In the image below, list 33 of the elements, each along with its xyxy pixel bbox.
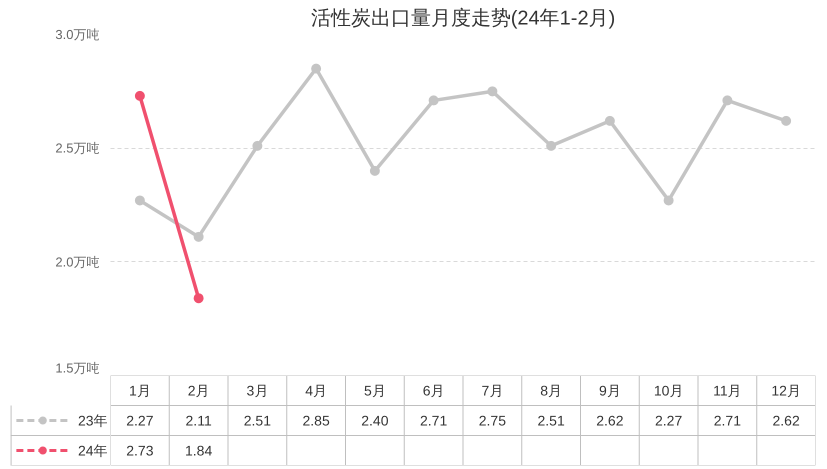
data-label: 2.62: [772, 412, 800, 428]
data-label: 2.75: [478, 412, 506, 428]
legend-label: 24年: [78, 442, 108, 458]
x-tick-label: 2月: [188, 382, 210, 398]
data-label: 2.11: [186, 412, 212, 428]
x-tick-label: 11月: [713, 382, 742, 398]
data-label: 2.73: [126, 442, 154, 458]
data-label: 2.27: [655, 412, 682, 428]
data-label: 2.85: [302, 412, 330, 428]
x-tick-label: 9月: [598, 382, 621, 398]
chart-title: 活性炭出口量月度走势(24年1-2月): [310, 8, 616, 30]
x-tick-label: 10月: [654, 382, 684, 398]
x-tick-label: 12月: [771, 382, 801, 398]
data-label: 2.51: [244, 412, 272, 428]
x-tick-label: 4月: [305, 382, 328, 398]
data-label: 2.27: [126, 412, 154, 428]
x-tick-label: 8月: [540, 382, 562, 398]
x-tick-label: 3月: [246, 382, 268, 398]
data-label: 2.40: [361, 412, 389, 428]
data-label: 1.84: [185, 442, 212, 458]
x-tick-label: 7月: [481, 382, 504, 398]
x-tick-label: 5月: [364, 382, 386, 398]
data-label: 2.51: [538, 412, 565, 428]
x-tick-label: 6月: [422, 382, 445, 398]
legend-label: 23年: [78, 412, 108, 428]
x-tick-label: 1月: [128, 382, 151, 398]
data-label: 2.71: [420, 412, 448, 428]
y-tick-label: 2.0万吨: [55, 254, 100, 270]
data-label: 2.62: [596, 412, 624, 428]
data-label: 2.71: [714, 412, 742, 428]
y-tick-label: 3.0万吨: [55, 27, 100, 42]
y-tick-label: 2.5万吨: [55, 140, 100, 156]
y-tick-label: 1.5万吨: [55, 360, 100, 376]
